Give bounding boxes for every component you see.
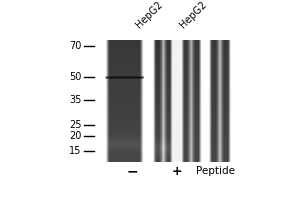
Text: HepG2: HepG2 <box>178 0 209 30</box>
Text: Peptide: Peptide <box>196 166 235 176</box>
Text: 70: 70 <box>69 41 82 51</box>
Text: 25: 25 <box>69 120 82 130</box>
Text: 15: 15 <box>69 146 82 156</box>
Text: 20: 20 <box>69 131 82 141</box>
Text: 50: 50 <box>69 72 82 82</box>
Text: −: − <box>127 164 139 178</box>
Text: 35: 35 <box>69 95 82 105</box>
Text: +: + <box>172 165 182 178</box>
Text: HepG2: HepG2 <box>134 0 165 30</box>
